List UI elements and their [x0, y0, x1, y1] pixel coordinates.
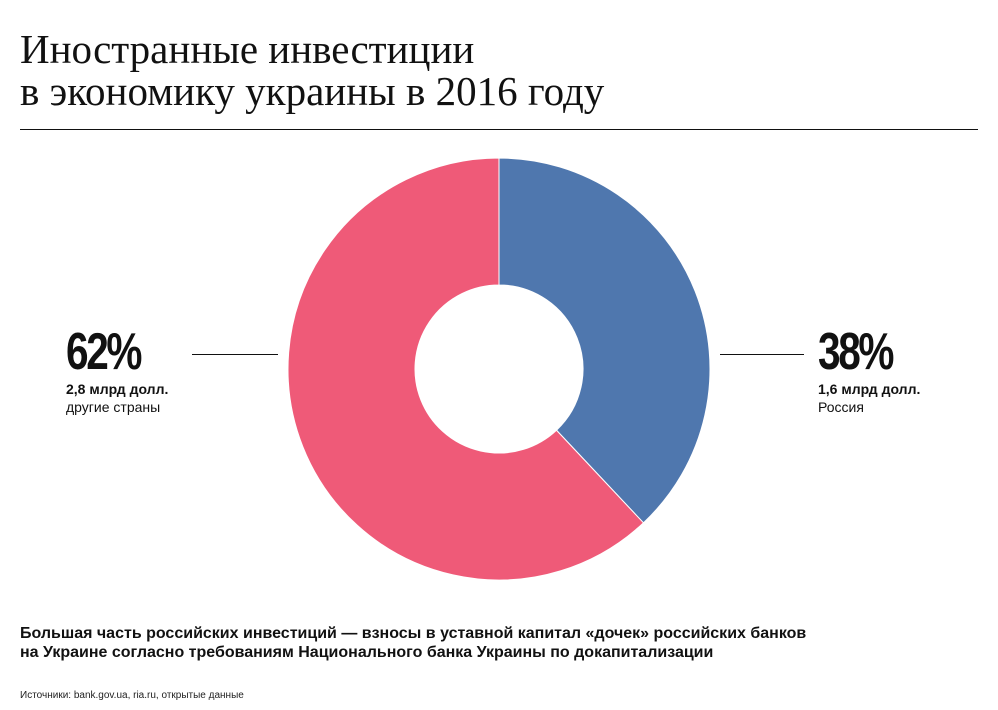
- chart-title: Иностранные инвестиции в экономику украи…: [20, 28, 970, 112]
- leader-line-russia: [720, 354, 804, 355]
- donut-slice-russia: [498, 157, 711, 524]
- slice-amount-label-other: 2,8 млрд долл.: [66, 381, 169, 397]
- chart-title-line-1: Иностранные инвестиции: [20, 26, 475, 72]
- footnote-line-2: на Украине согласно требованиям Национал…: [20, 644, 714, 661]
- slice-amount-label-russia: 1,6 млрд долл.: [818, 381, 921, 397]
- slice-percent-label-russia: 38%: [818, 323, 895, 381]
- callout-russia: 38% 1,6 млрд долл. Россия: [818, 326, 920, 416]
- donut-slice-other-countries: [287, 157, 645, 581]
- donut-slices: [287, 157, 711, 581]
- callout-other-countries: 62% 2,8 млрд долл. другие страны: [66, 326, 168, 416]
- footnote: Большая часть российских инвестиций — вз…: [20, 624, 960, 662]
- slice-percent-label-other: 62%: [66, 323, 143, 381]
- slice-name-label-russia: Россия: [818, 399, 864, 415]
- chart-title-line-2: в экономику украины в 2016 году: [20, 68, 605, 114]
- leader-line-other: [192, 354, 278, 355]
- slice-name-label-other: другие страны: [66, 399, 161, 415]
- title-divider: [20, 129, 978, 130]
- footnote-line-1: Большая часть российских инвестиций — вз…: [20, 625, 807, 642]
- source-note: Источники: bank.gov.ua, ria.ru, открытые…: [20, 690, 244, 701]
